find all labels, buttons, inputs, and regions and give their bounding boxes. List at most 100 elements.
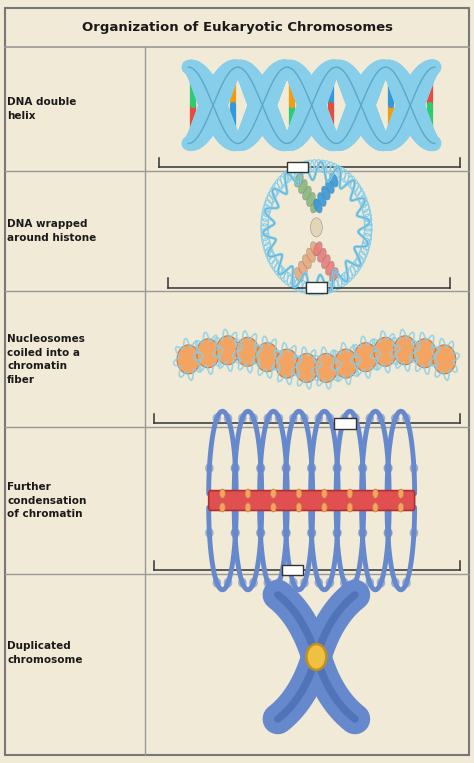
Ellipse shape — [333, 463, 341, 473]
Ellipse shape — [326, 179, 334, 194]
Ellipse shape — [315, 414, 323, 423]
Ellipse shape — [329, 268, 338, 282]
Ellipse shape — [383, 463, 392, 473]
Ellipse shape — [275, 578, 283, 588]
Ellipse shape — [257, 528, 265, 538]
Ellipse shape — [213, 578, 221, 588]
Ellipse shape — [402, 578, 410, 588]
Ellipse shape — [217, 336, 239, 365]
Ellipse shape — [335, 349, 357, 378]
Ellipse shape — [238, 414, 246, 423]
Ellipse shape — [310, 242, 319, 256]
Ellipse shape — [310, 199, 319, 213]
Circle shape — [245, 489, 251, 498]
Circle shape — [271, 489, 276, 498]
Text: Duplicated
chromosome: Duplicated chromosome — [7, 642, 82, 665]
Ellipse shape — [299, 261, 307, 275]
Ellipse shape — [308, 528, 316, 538]
Bar — [334, 418, 356, 429]
Ellipse shape — [289, 578, 298, 588]
FancyBboxPatch shape — [209, 491, 415, 510]
Ellipse shape — [377, 578, 385, 588]
Ellipse shape — [326, 261, 334, 275]
Circle shape — [398, 503, 404, 512]
Ellipse shape — [321, 255, 330, 269]
Ellipse shape — [256, 528, 264, 538]
Ellipse shape — [275, 349, 298, 378]
Text: DNA wrapped
around histone: DNA wrapped around histone — [7, 220, 96, 243]
Circle shape — [398, 489, 404, 498]
Ellipse shape — [205, 463, 214, 473]
Ellipse shape — [197, 339, 219, 368]
Ellipse shape — [365, 578, 374, 588]
Circle shape — [347, 503, 353, 512]
Ellipse shape — [351, 414, 360, 423]
Ellipse shape — [308, 463, 316, 473]
Ellipse shape — [318, 192, 326, 207]
Ellipse shape — [410, 528, 418, 538]
Ellipse shape — [275, 414, 283, 423]
Ellipse shape — [433, 345, 456, 374]
Ellipse shape — [282, 463, 291, 473]
Circle shape — [373, 503, 378, 512]
Ellipse shape — [213, 414, 221, 423]
Ellipse shape — [205, 528, 214, 538]
Ellipse shape — [282, 528, 290, 538]
Ellipse shape — [333, 463, 342, 473]
Text: Nucleosomes
coiled into a
chromatin
fiber: Nucleosomes coiled into a chromatin fibe… — [7, 334, 85, 385]
Ellipse shape — [326, 414, 334, 423]
Bar — [282, 565, 303, 575]
Ellipse shape — [340, 578, 348, 588]
Ellipse shape — [321, 186, 330, 200]
Ellipse shape — [377, 414, 385, 423]
Ellipse shape — [302, 255, 311, 269]
Ellipse shape — [294, 268, 303, 282]
Ellipse shape — [264, 578, 272, 588]
Ellipse shape — [384, 528, 393, 538]
Ellipse shape — [230, 528, 239, 538]
Ellipse shape — [391, 578, 400, 588]
Ellipse shape — [354, 343, 377, 372]
Ellipse shape — [289, 414, 298, 423]
Ellipse shape — [365, 414, 374, 423]
Ellipse shape — [307, 528, 316, 538]
Circle shape — [245, 503, 251, 512]
Ellipse shape — [326, 578, 334, 588]
Ellipse shape — [249, 578, 258, 588]
Ellipse shape — [295, 353, 318, 382]
Ellipse shape — [307, 248, 315, 262]
Text: Organization of Eukaryotic Chromosomes: Organization of Eukaryotic Chromosomes — [82, 21, 392, 34]
Ellipse shape — [236, 337, 259, 366]
Circle shape — [321, 503, 327, 512]
Ellipse shape — [231, 463, 240, 473]
Ellipse shape — [384, 463, 393, 473]
Ellipse shape — [282, 528, 291, 538]
Ellipse shape — [231, 528, 240, 538]
Circle shape — [296, 503, 302, 512]
Ellipse shape — [383, 528, 392, 538]
Circle shape — [219, 489, 225, 498]
Ellipse shape — [329, 173, 338, 187]
Ellipse shape — [359, 463, 367, 473]
Ellipse shape — [413, 339, 436, 368]
Circle shape — [271, 503, 276, 512]
Ellipse shape — [302, 186, 311, 200]
Ellipse shape — [282, 463, 290, 473]
Ellipse shape — [393, 336, 416, 365]
Ellipse shape — [358, 463, 366, 473]
Ellipse shape — [224, 578, 232, 588]
Ellipse shape — [333, 528, 342, 538]
Circle shape — [219, 503, 225, 512]
Ellipse shape — [306, 644, 326, 670]
Ellipse shape — [294, 173, 303, 187]
Bar — [287, 162, 308, 172]
Circle shape — [347, 489, 353, 498]
Ellipse shape — [402, 414, 410, 423]
Circle shape — [373, 489, 378, 498]
Ellipse shape — [300, 578, 309, 588]
Ellipse shape — [264, 414, 272, 423]
Circle shape — [321, 489, 327, 498]
Ellipse shape — [256, 343, 279, 372]
Bar — [306, 282, 327, 293]
Ellipse shape — [299, 179, 307, 194]
